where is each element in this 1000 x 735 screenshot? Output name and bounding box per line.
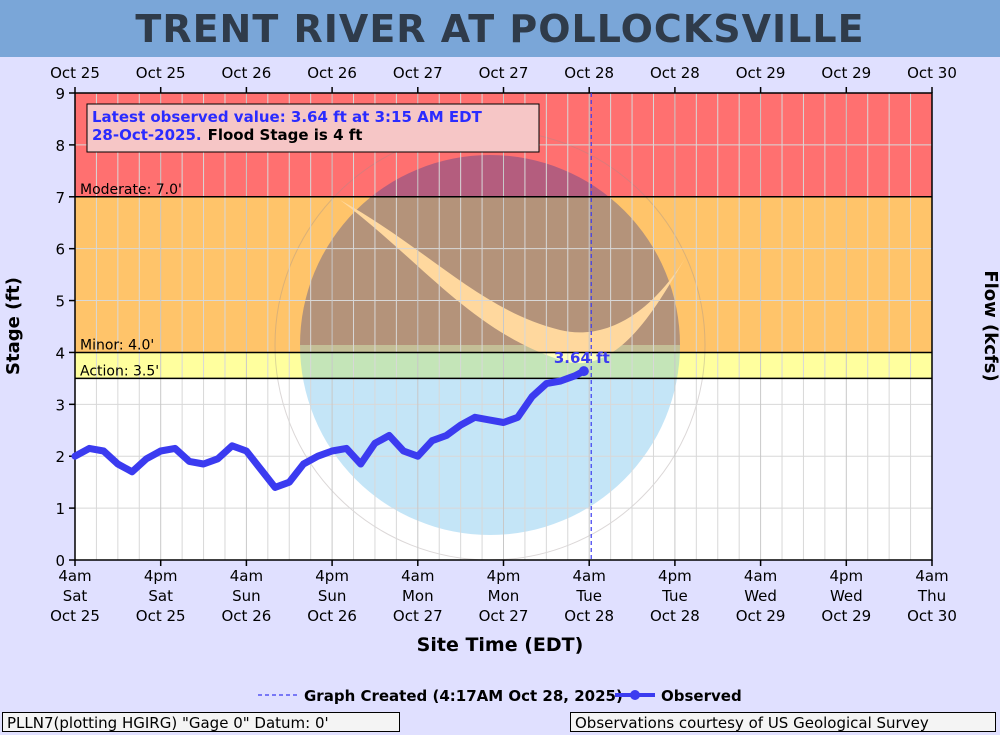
latest-value-label: 3.64 ft [554, 349, 610, 367]
y-tick-label: 3 [55, 396, 65, 414]
y-axis-right-label: Flow (kcfs) [980, 270, 1000, 381]
bottom-tick-label: 4pm [829, 567, 863, 585]
seal-bird [340, 200, 690, 364]
bottom-tick-label: Sun [232, 587, 261, 605]
bottom-tick-label: Oct 27 [479, 607, 529, 625]
top-tick-label: Oct 26 [222, 64, 272, 82]
top-tick-label: Oct 29 [736, 64, 786, 82]
top-x-axis-ticks: Oct 25 Oct 25 Oct 26 Oct 26 Oct 27 Oct 27 Oct … [50, 64, 957, 93]
page-title: TRENT RIVER AT POLLOCKSVILLE [135, 6, 865, 51]
legend-observed-marker [630, 690, 640, 700]
category-labels: Moderate: 7.0' Minor: 4.0' Action: 3.5' [80, 182, 182, 380]
bottom-tick-label: Mon [488, 587, 520, 605]
gauge-datum-footer: PLLN7(plotting HGIRG) "Gage 0" Datum: 0' [2, 712, 400, 732]
seal-upper-half [300, 155, 680, 345]
bottom-tick-label: Oct 29 [821, 607, 871, 625]
grid-lines [75, 92, 932, 561]
bottom-tick-label: 4am [58, 567, 91, 585]
bottom-tick-label: 4am [230, 567, 263, 585]
y-tick-label: 9 [55, 85, 65, 103]
bottom-tick-label: Oct 27 [393, 607, 443, 625]
latest-observation-box: Latest observed value: 3.64 ft at 3:15 A… [86, 103, 540, 153]
bottom-tick-label: 4pm [315, 567, 349, 585]
y-axis-ticks: 0 1 2 3 4 5 6 7 8 9 [55, 85, 75, 570]
observed-series-line [71, 367, 588, 491]
noaa-seal-watermark [274, 129, 706, 561]
top-tick-label: Oct 29 [821, 64, 871, 82]
bottom-tick-label: Sat [148, 587, 173, 605]
bottom-tick-label: Oct 28 [650, 607, 700, 625]
x-axis-label: Site Time (EDT) [417, 634, 584, 656]
title-bar: TRENT RIVER AT POLLOCKSVILLE [0, 0, 1000, 57]
top-tick-label: Oct 26 [307, 64, 357, 82]
bottom-tick-label: Thu [917, 587, 946, 605]
legend: Graph Created (4:17AM Oct 28, 2025) Obse… [258, 687, 742, 705]
bottom-tick-label: Oct 29 [736, 607, 786, 625]
bottom-tick-label: 4am [401, 567, 434, 585]
y-tick-label: 2 [55, 448, 65, 466]
category-threshold-lines [75, 196, 932, 380]
bottom-tick-label: 4am [744, 567, 777, 585]
top-tick-label: Oct 30 [907, 64, 957, 82]
seal-lower-half [300, 345, 680, 535]
y-tick-label: 0 [55, 552, 65, 570]
bottom-tick-label: Mon [402, 587, 434, 605]
bottom-tick-label: Tue [661, 587, 688, 605]
top-tick-label: Oct 25 [136, 64, 186, 82]
bottom-tick-label: 4am [915, 567, 948, 585]
bottom-tick-label: Oct 25 [50, 607, 100, 625]
legend-observed-label: Observed [661, 687, 742, 705]
bottom-tick-label: 4pm [487, 567, 521, 585]
moderate-label: Moderate: 7.0' [80, 182, 182, 198]
bottom-tick-label: Wed [744, 587, 777, 605]
bottom-tick-label: Oct 30 [907, 607, 957, 625]
action-label: Action: 3.5' [80, 363, 159, 379]
y-tick-label: 1 [55, 500, 65, 518]
y-tick-label: 5 [55, 293, 65, 311]
top-tick-label: Oct 27 [479, 64, 529, 82]
bottom-tick-label: Oct 26 [307, 607, 357, 625]
top-tick-label: Oct 27 [393, 64, 443, 82]
bottom-tick-label: 4am [573, 567, 606, 585]
y-tick-label: 6 [55, 241, 65, 259]
y-tick-label: 8 [55, 137, 65, 155]
latest-observed-point [578, 366, 589, 377]
y-axis-label: Stage (ft) [3, 277, 24, 375]
latest-observation-text: Latest observed value: 3.64 ft at 3:15 A… [92, 108, 487, 144]
bottom-tick-label: Oct 25 [136, 607, 186, 625]
bottom-tick-label: Oct 26 [222, 607, 272, 625]
legend-created-label: Graph Created (4:17AM Oct 28, 2025) [304, 687, 623, 705]
bottom-tick-label: Sat [63, 587, 88, 605]
top-tick-label: Oct 28 [650, 64, 700, 82]
bottom-tick-label: Tue [575, 587, 602, 605]
top-tick-label: Oct 25 [50, 64, 100, 82]
minor-label: Minor: 4.0' [80, 337, 154, 353]
bottom-x-axis-ticks: 4am Sat Oct 25 4pm Sat Oct 25 4am Sun Oct 26 4pm S… [50, 560, 957, 625]
y-tick-label: 4 [55, 344, 65, 362]
bottom-tick-label: Wed [830, 587, 863, 605]
bottom-tick-label: Oct 28 [564, 607, 614, 625]
bottom-tick-label: Sun [318, 587, 347, 605]
bottom-tick-label: 4pm [658, 567, 692, 585]
y-tick-label: 7 [55, 189, 65, 207]
bottom-tick-label: 4pm [144, 567, 178, 585]
source-credit-footer: Observations courtesy of US Geological S… [570, 712, 996, 732]
top-tick-label: Oct 28 [564, 64, 614, 82]
